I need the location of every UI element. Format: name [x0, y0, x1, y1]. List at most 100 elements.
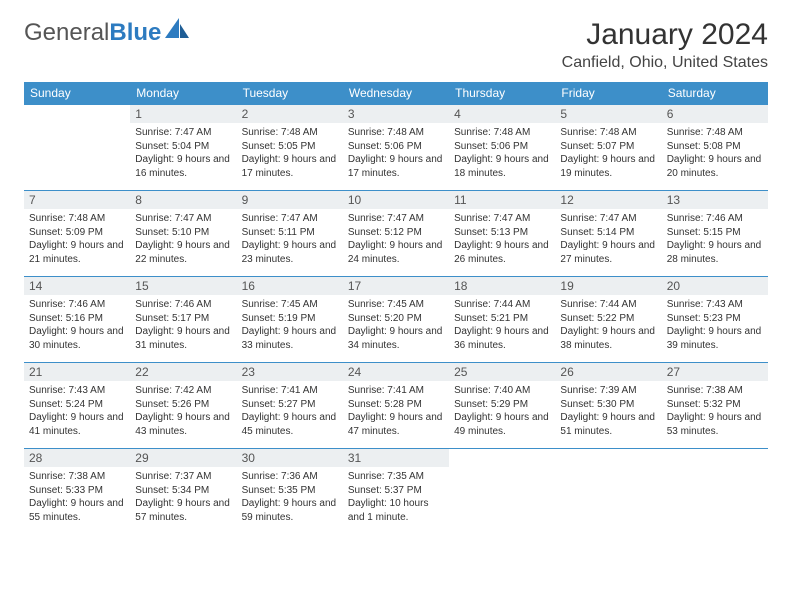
sunset-text: Sunset: 5:21 PM — [454, 312, 550, 326]
day-number: 10 — [343, 191, 449, 209]
sunrise-text: Sunrise: 7:38 AM — [29, 470, 125, 484]
sunset-text: Sunset: 5:13 PM — [454, 226, 550, 240]
sunrise-text: Sunrise: 7:41 AM — [242, 384, 338, 398]
weekday-header: Thursday — [449, 82, 555, 105]
day-number: 7 — [24, 191, 130, 209]
day-details: Sunrise: 7:44 AMSunset: 5:21 PMDaylight:… — [449, 295, 555, 355]
calendar-day-cell: 2Sunrise: 7:48 AMSunset: 5:05 PMDaylight… — [237, 105, 343, 191]
day-number: 4 — [449, 105, 555, 123]
month-title: January 2024 — [562, 18, 768, 52]
brand-part1: General — [24, 19, 109, 47]
daylight-text: Daylight: 9 hours and 28 minutes. — [667, 239, 763, 266]
day-details: Sunrise: 7:48 AMSunset: 5:09 PMDaylight:… — [24, 209, 130, 269]
day-number: 15 — [130, 277, 236, 295]
day-number: 20 — [662, 277, 768, 295]
sunset-text: Sunset: 5:33 PM — [29, 484, 125, 498]
daylight-text: Daylight: 9 hours and 23 minutes. — [242, 239, 338, 266]
sunrise-text: Sunrise: 7:48 AM — [667, 126, 763, 140]
sunrise-text: Sunrise: 7:48 AM — [242, 126, 338, 140]
sunset-text: Sunset: 5:14 PM — [560, 226, 656, 240]
day-number: 21 — [24, 363, 130, 381]
day-details: Sunrise: 7:47 AMSunset: 5:14 PMDaylight:… — [555, 209, 661, 269]
calendar-day-cell: 18Sunrise: 7:44 AMSunset: 5:21 PMDayligh… — [449, 277, 555, 363]
day-details: Sunrise: 7:38 AMSunset: 5:33 PMDaylight:… — [24, 467, 130, 527]
day-details: Sunrise: 7:41 AMSunset: 5:27 PMDaylight:… — [237, 381, 343, 441]
location-label: Canfield, Ohio, United States — [562, 54, 768, 72]
daylight-text: Daylight: 9 hours and 16 minutes. — [135, 153, 231, 180]
calendar-week-row: 14Sunrise: 7:46 AMSunset: 5:16 PMDayligh… — [24, 277, 768, 363]
daylight-text: Daylight: 9 hours and 41 minutes. — [29, 411, 125, 438]
day-number: 18 — [449, 277, 555, 295]
calendar-week-row: 7Sunrise: 7:48 AMSunset: 5:09 PMDaylight… — [24, 191, 768, 277]
day-details: Sunrise: 7:39 AMSunset: 5:30 PMDaylight:… — [555, 381, 661, 441]
sunrise-text: Sunrise: 7:47 AM — [135, 126, 231, 140]
sunrise-text: Sunrise: 7:36 AM — [242, 470, 338, 484]
weekday-header: Tuesday — [237, 82, 343, 105]
calendar-day-cell: 25Sunrise: 7:40 AMSunset: 5:29 PMDayligh… — [449, 363, 555, 449]
daylight-text: Daylight: 9 hours and 22 minutes. — [135, 239, 231, 266]
day-details: Sunrise: 7:38 AMSunset: 5:32 PMDaylight:… — [662, 381, 768, 441]
calendar-day-cell: 31Sunrise: 7:35 AMSunset: 5:37 PMDayligh… — [343, 449, 449, 535]
daylight-text: Daylight: 9 hours and 26 minutes. — [454, 239, 550, 266]
day-number: 24 — [343, 363, 449, 381]
day-number: 27 — [662, 363, 768, 381]
sunset-text: Sunset: 5:15 PM — [667, 226, 763, 240]
sunrise-text: Sunrise: 7:47 AM — [135, 212, 231, 226]
calendar-day-cell: 13Sunrise: 7:46 AMSunset: 5:15 PMDayligh… — [662, 191, 768, 277]
sunrise-text: Sunrise: 7:45 AM — [348, 298, 444, 312]
day-number: 30 — [237, 449, 343, 467]
day-details: Sunrise: 7:47 AMSunset: 5:10 PMDaylight:… — [130, 209, 236, 269]
sail-icon — [165, 18, 191, 47]
calendar-day-cell: 20Sunrise: 7:43 AMSunset: 5:23 PMDayligh… — [662, 277, 768, 363]
sunset-text: Sunset: 5:23 PM — [667, 312, 763, 326]
sunset-text: Sunset: 5:30 PM — [560, 398, 656, 412]
day-number: 3 — [343, 105, 449, 123]
sunset-text: Sunset: 5:27 PM — [242, 398, 338, 412]
calendar-day-cell: 29Sunrise: 7:37 AMSunset: 5:34 PMDayligh… — [130, 449, 236, 535]
calendar-day-cell: 7Sunrise: 7:48 AMSunset: 5:09 PMDaylight… — [24, 191, 130, 277]
weekday-header: Monday — [130, 82, 236, 105]
title-block: January 2024 Canfield, Ohio, United Stat… — [562, 18, 768, 72]
day-details: Sunrise: 7:40 AMSunset: 5:29 PMDaylight:… — [449, 381, 555, 441]
day-number: 31 — [343, 449, 449, 467]
daylight-text: Daylight: 9 hours and 17 minutes. — [348, 153, 444, 180]
day-number: 23 — [237, 363, 343, 381]
sunrise-text: Sunrise: 7:43 AM — [667, 298, 763, 312]
calendar-table: SundayMondayTuesdayWednesdayThursdayFrid… — [24, 82, 768, 535]
daylight-text: Daylight: 9 hours and 21 minutes. — [29, 239, 125, 266]
sunrise-text: Sunrise: 7:40 AM — [454, 384, 550, 398]
calendar-day-cell: 9Sunrise: 7:47 AMSunset: 5:11 PMDaylight… — [237, 191, 343, 277]
daylight-text: Daylight: 9 hours and 57 minutes. — [135, 497, 231, 524]
sunrise-text: Sunrise: 7:47 AM — [454, 212, 550, 226]
day-details: Sunrise: 7:37 AMSunset: 5:34 PMDaylight:… — [130, 467, 236, 527]
calendar-week-row: 28Sunrise: 7:38 AMSunset: 5:33 PMDayligh… — [24, 449, 768, 535]
day-number: 19 — [555, 277, 661, 295]
calendar-day-cell: 22Sunrise: 7:42 AMSunset: 5:26 PMDayligh… — [130, 363, 236, 449]
sunset-text: Sunset: 5:12 PM — [348, 226, 444, 240]
calendar-day-cell: 15Sunrise: 7:46 AMSunset: 5:17 PMDayligh… — [130, 277, 236, 363]
calendar-day-cell: 14Sunrise: 7:46 AMSunset: 5:16 PMDayligh… — [24, 277, 130, 363]
sunrise-text: Sunrise: 7:42 AM — [135, 384, 231, 398]
daylight-text: Daylight: 9 hours and 27 minutes. — [560, 239, 656, 266]
sunrise-text: Sunrise: 7:48 AM — [560, 126, 656, 140]
sunrise-text: Sunrise: 7:38 AM — [667, 384, 763, 398]
sunset-text: Sunset: 5:07 PM — [560, 140, 656, 154]
daylight-text: Daylight: 9 hours and 59 minutes. — [242, 497, 338, 524]
day-details: Sunrise: 7:48 AMSunset: 5:05 PMDaylight:… — [237, 123, 343, 183]
sunset-text: Sunset: 5:34 PM — [135, 484, 231, 498]
calendar-day-cell: 17Sunrise: 7:45 AMSunset: 5:20 PMDayligh… — [343, 277, 449, 363]
weekday-header: Sunday — [24, 82, 130, 105]
day-number: 25 — [449, 363, 555, 381]
day-details: Sunrise: 7:47 AMSunset: 5:04 PMDaylight:… — [130, 123, 236, 183]
sunset-text: Sunset: 5:06 PM — [348, 140, 444, 154]
sunset-text: Sunset: 5:24 PM — [29, 398, 125, 412]
weekday-header: Wednesday — [343, 82, 449, 105]
sunset-text: Sunset: 5:16 PM — [29, 312, 125, 326]
calendar-day-cell — [449, 449, 555, 535]
daylight-text: Daylight: 9 hours and 17 minutes. — [242, 153, 338, 180]
day-number: 13 — [662, 191, 768, 209]
daylight-text: Daylight: 9 hours and 38 minutes. — [560, 325, 656, 352]
calendar-day-cell: 28Sunrise: 7:38 AMSunset: 5:33 PMDayligh… — [24, 449, 130, 535]
day-details: Sunrise: 7:44 AMSunset: 5:22 PMDaylight:… — [555, 295, 661, 355]
sunrise-text: Sunrise: 7:41 AM — [348, 384, 444, 398]
